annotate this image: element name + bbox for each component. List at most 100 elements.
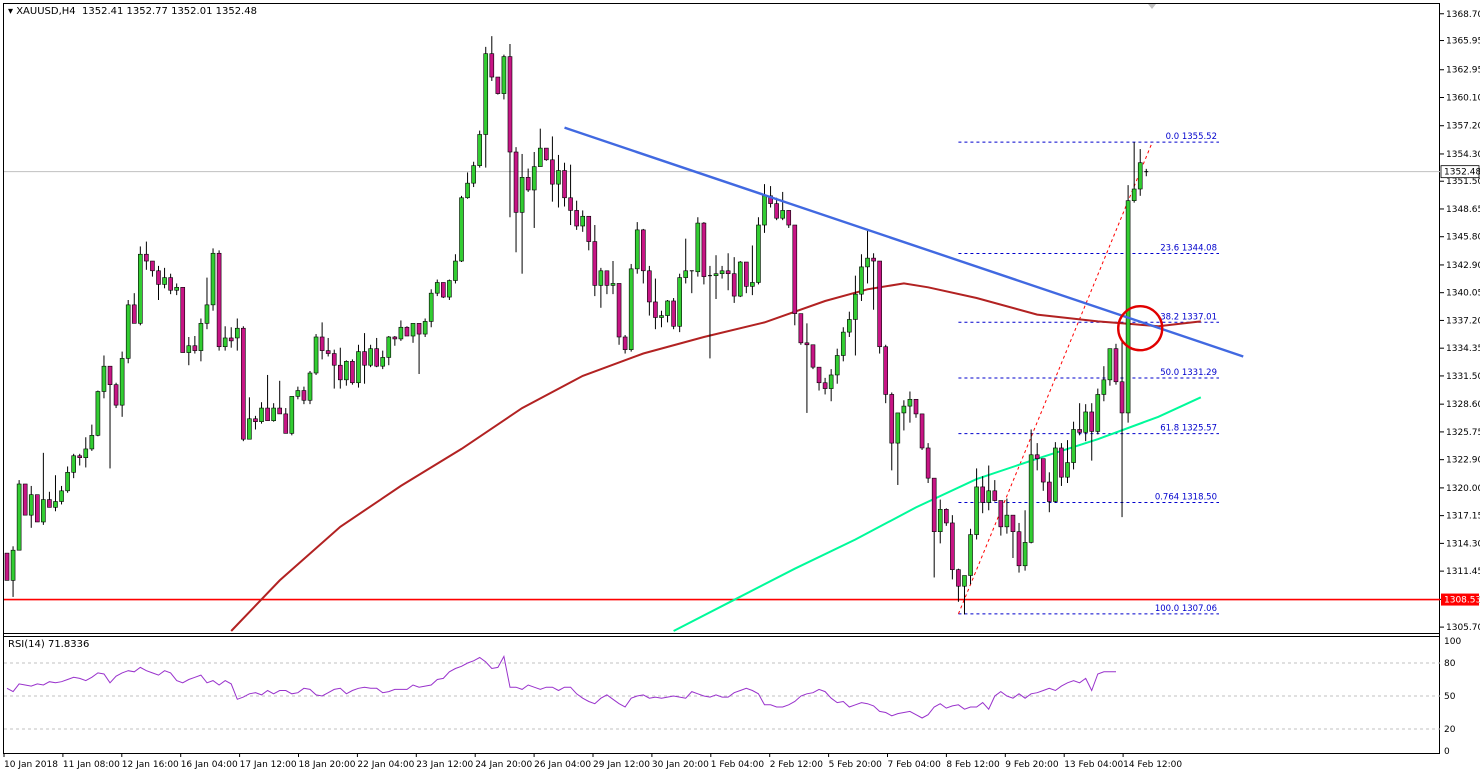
candle-body — [204, 304, 210, 324]
candle — [640, 228, 646, 284]
fib-diagonal — [957, 141, 1153, 615]
x-tick-label: 30 Jan 20:00 — [652, 760, 709, 770]
candle — [28, 485, 34, 528]
candle — [750, 245, 755, 296]
candle-body — [1113, 348, 1119, 383]
candle — [907, 391, 913, 423]
candle — [356, 344, 361, 388]
candle — [162, 267, 167, 289]
candle — [871, 253, 876, 310]
candle — [719, 265, 725, 279]
candle — [410, 323, 416, 343]
chart-header: ▾ XAUUSD,H4 1352.41 1352.77 1352.01 1352… — [8, 6, 257, 17]
y-tick-label: 1365.95 — [1446, 37, 1480, 47]
y-tick-label: 1334.35 — [1446, 344, 1480, 354]
candle-body — [1107, 348, 1113, 381]
candle-body — [416, 323, 422, 335]
candle — [525, 168, 531, 192]
candle — [737, 261, 743, 298]
candle — [125, 299, 131, 364]
candle-body — [265, 407, 270, 422]
candle-body — [47, 499, 52, 508]
candle — [1053, 442, 1058, 503]
candle-body — [695, 222, 701, 273]
candle — [1119, 341, 1125, 518]
candle-body — [1089, 411, 1095, 432]
candle — [247, 397, 252, 440]
candle-body — [871, 257, 876, 262]
candle — [792, 224, 798, 326]
candle — [531, 152, 537, 228]
candle-body — [1016, 531, 1022, 567]
x-axis: 10 Jan 2018 11 Jan 08:00 12 Jan 16:00 16 Ja… — [3, 753, 1182, 770]
candle — [501, 54, 507, 100]
candle — [186, 336, 192, 366]
candle-body — [925, 447, 931, 479]
candle — [398, 320, 404, 341]
candle-body — [150, 260, 155, 272]
candle-body — [410, 323, 416, 337]
candle — [725, 253, 731, 291]
candle — [1089, 403, 1095, 461]
candle — [992, 480, 998, 502]
candle — [707, 265, 712, 359]
candle — [950, 515, 955, 580]
rsi-header: RSI(14) 71.8336 — [8, 639, 89, 650]
trendline — [564, 126, 1244, 358]
candle-body — [968, 534, 973, 576]
candle-body — [471, 165, 476, 184]
candle — [701, 222, 707, 285]
support-price-label: 1308.53 — [1444, 596, 1480, 606]
candle-body — [998, 500, 1004, 528]
candle — [1101, 366, 1107, 402]
candle-body — [277, 407, 283, 415]
candle-body — [1047, 481, 1052, 502]
candle — [1071, 421, 1076, 470]
candle-body — [822, 382, 828, 389]
y-tick-label: 1311.45 — [1446, 567, 1480, 577]
candle-body — [877, 260, 882, 348]
candle — [507, 43, 513, 218]
candle — [647, 265, 652, 316]
x-tick-label: 16 Jan 04:00 — [181, 760, 238, 770]
x-tick-label: 14 Feb 12:00 — [1123, 760, 1182, 770]
candle — [210, 248, 216, 311]
breakout-circle — [1117, 305, 1164, 352]
candle — [234, 318, 240, 351]
candle-body — [307, 372, 313, 401]
candle-body — [222, 337, 228, 348]
candle — [562, 162, 567, 207]
candle-body — [544, 147, 549, 161]
candle-body — [1125, 200, 1131, 414]
candle — [519, 153, 525, 274]
candle — [138, 246, 143, 326]
candle-body — [677, 277, 682, 327]
candle — [59, 485, 64, 505]
candle — [653, 278, 658, 330]
candle-body — [519, 177, 525, 213]
candle — [271, 403, 276, 422]
y-tick-label: 1348.65 — [1446, 205, 1480, 215]
x-tick-label: 18 Jan 20:00 — [299, 760, 356, 770]
candle-body — [568, 197, 573, 211]
candle — [259, 402, 264, 424]
candle — [1028, 429, 1034, 544]
candle-body — [392, 336, 398, 340]
candle-body — [1101, 379, 1107, 395]
candle-body — [1095, 394, 1101, 432]
shift-marker-icon[interactable] — [1148, 4, 1156, 9]
candle-body — [768, 195, 773, 204]
candle-body — [883, 346, 889, 395]
candle — [943, 508, 949, 526]
fib-level-label: 23.6 1344.08 — [1160, 243, 1217, 253]
chart-collapse-icon[interactable]: ▾ — [8, 6, 17, 17]
candle — [822, 377, 828, 395]
candle — [580, 210, 586, 232]
rsi-tick-label: 0 — [1444, 747, 1450, 757]
candle — [489, 36, 495, 81]
candle — [804, 323, 810, 413]
candle-body — [507, 56, 513, 153]
scroll-marker[interactable] — [1148, 4, 1156, 9]
